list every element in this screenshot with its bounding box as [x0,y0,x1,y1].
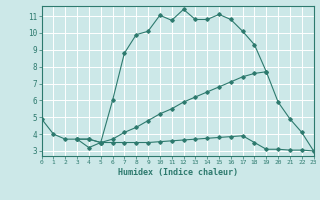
X-axis label: Humidex (Indice chaleur): Humidex (Indice chaleur) [118,168,237,177]
